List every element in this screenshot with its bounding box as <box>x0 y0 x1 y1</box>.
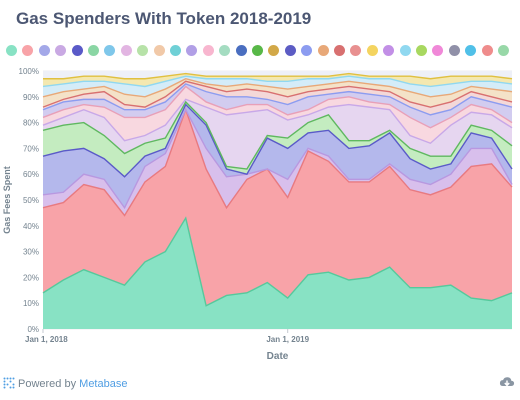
legend-dot[interactable] <box>186 45 198 56</box>
footer: Powered by Metabase <box>0 370 520 400</box>
metabase-logo-icon[interactable] <box>3 377 15 389</box>
y-tick-label: 60% <box>23 170 39 179</box>
series-line-9 <box>42 77 513 98</box>
legend-dot[interactable] <box>416 45 427 56</box>
series-line-6 <box>42 85 513 129</box>
legend-dot[interactable] <box>481 45 493 56</box>
y-axis-ticks: 0% 10% 20% 30% 40% 50% 60% 70% 80% 90% 100% <box>19 67 39 334</box>
legend-dot[interactable] <box>22 45 34 56</box>
area-series-3[interactable] <box>43 104 512 208</box>
area-series-4[interactable] <box>43 101 512 177</box>
legend-dot[interactable] <box>71 45 83 56</box>
series-line-4 <box>42 100 513 170</box>
legend-dot[interactable] <box>170 45 181 56</box>
x-axis-ticks: Jan 1, 2018 Jan 1, 2019 <box>25 329 310 344</box>
legend-dot[interactable] <box>366 45 378 56</box>
legend-dot[interactable] <box>88 45 99 56</box>
area-series-7[interactable] <box>43 83 512 128</box>
series-line-8 <box>42 80 513 108</box>
legend-dot[interactable] <box>268 45 280 56</box>
series-line-0 <box>42 216 513 307</box>
series-line-10 <box>42 75 513 88</box>
y-tick-label: 100% <box>19 67 39 76</box>
legend-dot[interactable] <box>317 45 329 56</box>
legend-dot[interactable] <box>465 45 477 56</box>
legend-dot[interactable] <box>219 45 231 56</box>
legend-dot[interactable] <box>252 45 263 56</box>
legend-dot[interactable] <box>284 45 296 56</box>
x-tick-label: Jan 1, 2019 <box>266 335 309 344</box>
legend-dot[interactable] <box>235 45 247 56</box>
legend-dot[interactable] <box>55 45 67 56</box>
chart-title: Gas Spenders With Token 2018-2019 <box>16 9 312 28</box>
x-axis-label: Date <box>267 351 289 362</box>
area-series-9[interactable] <box>43 78 512 108</box>
y-tick-label: 50% <box>23 196 39 205</box>
series-line-3 <box>42 103 513 178</box>
y-tick-label: 70% <box>23 144 39 153</box>
y-axis-label: Gas Fees Spent <box>2 166 12 234</box>
legend-dot[interactable] <box>202 45 214 56</box>
legend-dot[interactable] <box>334 45 345 56</box>
legend-dot[interactable] <box>120 45 132 56</box>
legend-dot[interactable] <box>38 45 50 56</box>
area-series-1[interactable] <box>43 109 512 306</box>
series-line-7 <box>42 83 513 116</box>
series-lines <box>42 72 513 307</box>
powered-by-link[interactable]: Powered by Metabase <box>18 378 127 390</box>
area-series-0[interactable] <box>43 218 512 329</box>
y-tick-label: 90% <box>23 93 39 102</box>
legend-dot[interactable] <box>448 45 460 56</box>
area-series-8[interactable] <box>43 81 512 115</box>
area-series-10[interactable] <box>43 76 512 97</box>
area-chart: 0% 10% 20% 30% 40% 50% 60% 70% 80% 90% 100% Jan 1,… <box>2 67 513 362</box>
series-line-2 <box>42 108 513 210</box>
series-line-5 <box>42 98 513 145</box>
y-tick-label: 40% <box>23 222 39 231</box>
metabase-brand: Metabase <box>79 378 128 390</box>
legend-dot[interactable] <box>301 45 313 56</box>
download-icon[interactable] <box>499 376 515 390</box>
legend-dot[interactable] <box>6 45 17 56</box>
y-tick-label: 20% <box>23 273 39 282</box>
legend <box>0 45 520 59</box>
legend-dot[interactable] <box>498 45 509 56</box>
legend-dot[interactable] <box>350 45 362 56</box>
x-tick-label: Jan 1, 2018 <box>25 335 68 344</box>
legend-dot[interactable] <box>383 45 395 56</box>
y-tick-label: 10% <box>23 299 39 308</box>
series-line-1 <box>42 107 513 217</box>
y-tick-label: 80% <box>23 119 39 128</box>
legend-dot[interactable] <box>104 45 116 56</box>
legend-dot[interactable] <box>399 45 411 56</box>
y-tick-label: 0% <box>27 325 39 334</box>
legend-dot[interactable] <box>432 45 444 56</box>
y-tick-label: 30% <box>23 248 39 257</box>
legend-dot[interactable] <box>137 45 149 56</box>
legend-dot[interactable] <box>153 45 165 56</box>
series-line-11 <box>43 72 513 80</box>
powered-by-text: Powered by <box>18 378 77 390</box>
